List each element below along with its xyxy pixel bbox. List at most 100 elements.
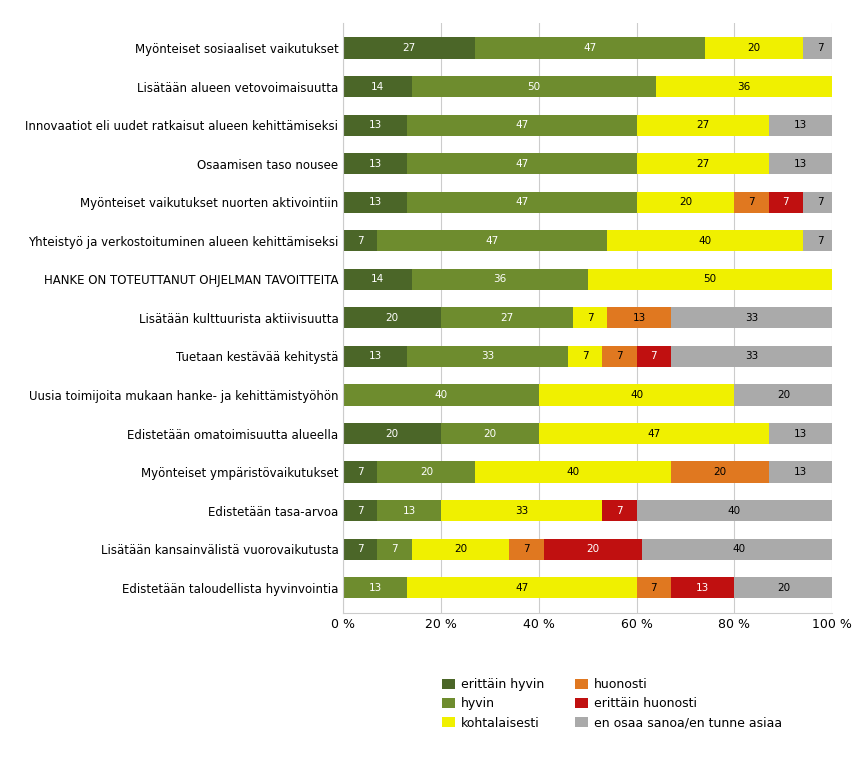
Bar (637, 345, 671, 367)
Text: 40: 40 (566, 467, 580, 477)
Text: 20: 20 (776, 390, 790, 400)
Bar (343, 345, 407, 367)
Bar (769, 423, 832, 444)
Text: 33: 33 (515, 506, 529, 516)
Bar (378, 231, 607, 251)
Bar (637, 500, 832, 521)
Bar (343, 538, 378, 560)
Bar (803, 231, 837, 251)
Text: 7: 7 (748, 197, 755, 208)
Bar (343, 76, 412, 97)
Bar (637, 577, 671, 598)
Text: 50: 50 (528, 82, 541, 92)
Text: 13: 13 (696, 583, 710, 593)
Text: 47: 47 (515, 583, 529, 593)
Text: 7: 7 (391, 544, 398, 554)
Text: 7: 7 (782, 197, 789, 208)
Bar (441, 423, 539, 444)
Bar (441, 500, 602, 521)
Text: 13: 13 (368, 120, 382, 130)
Bar (602, 345, 637, 367)
Text: 27: 27 (402, 43, 416, 53)
Text: 7: 7 (650, 352, 657, 362)
Text: 20: 20 (420, 467, 433, 477)
Bar (803, 38, 837, 59)
Bar (378, 461, 475, 483)
Bar (769, 192, 803, 213)
Text: 20: 20 (713, 467, 727, 477)
Text: 40: 40 (434, 390, 448, 400)
Bar (803, 192, 837, 213)
Bar (671, 577, 734, 598)
Text: 7: 7 (523, 544, 530, 554)
Text: 36: 36 (738, 82, 751, 92)
Text: 14: 14 (371, 274, 384, 284)
Text: 14: 14 (371, 82, 384, 92)
Text: 47: 47 (515, 120, 529, 130)
Bar (475, 461, 671, 483)
Bar (607, 307, 671, 329)
Bar (656, 76, 832, 97)
Text: 40: 40 (733, 544, 746, 554)
Bar (588, 269, 832, 290)
Text: 20: 20 (385, 428, 399, 439)
Text: 7: 7 (817, 43, 824, 53)
Text: 20: 20 (483, 428, 497, 439)
Text: 13: 13 (368, 352, 382, 362)
Bar (637, 153, 769, 175)
Text: 13: 13 (402, 506, 416, 516)
Text: 13: 13 (632, 313, 646, 323)
Text: 7: 7 (357, 544, 364, 554)
Text: 40: 40 (698, 236, 711, 246)
Text: 47: 47 (486, 236, 499, 246)
Text: 13: 13 (794, 467, 807, 477)
Text: 13: 13 (794, 428, 807, 439)
Bar (671, 307, 832, 329)
Text: 13: 13 (794, 159, 807, 169)
Bar (407, 153, 637, 175)
Text: 27: 27 (500, 313, 514, 323)
Bar (769, 153, 832, 175)
Bar (343, 423, 441, 444)
Bar (343, 500, 378, 521)
Text: 7: 7 (650, 583, 657, 593)
Text: 20: 20 (586, 544, 599, 554)
Text: 20: 20 (454, 544, 467, 554)
Text: 40: 40 (728, 506, 741, 516)
Bar (378, 500, 441, 521)
Text: 33: 33 (480, 352, 494, 362)
Text: 47: 47 (515, 159, 529, 169)
Bar (637, 115, 769, 136)
Bar (568, 345, 602, 367)
Text: 7: 7 (582, 352, 589, 362)
Bar (734, 192, 769, 213)
Bar (412, 538, 510, 560)
Text: 33: 33 (745, 313, 758, 323)
Text: 7: 7 (817, 197, 824, 208)
Bar (343, 461, 378, 483)
Text: 47: 47 (647, 428, 661, 439)
Bar (769, 115, 832, 136)
Bar (378, 538, 412, 560)
Text: 7: 7 (616, 506, 623, 516)
Bar (475, 38, 705, 59)
Bar (539, 423, 769, 444)
Bar (343, 231, 378, 251)
Bar (343, 115, 407, 136)
Bar (343, 307, 441, 329)
Bar (407, 192, 637, 213)
Bar (671, 461, 769, 483)
Bar (705, 38, 803, 59)
Bar (343, 577, 407, 598)
Text: 13: 13 (368, 583, 382, 593)
Text: 7: 7 (587, 313, 594, 323)
Bar (343, 192, 407, 213)
Bar (441, 307, 573, 329)
Bar (734, 577, 832, 598)
Bar (407, 115, 637, 136)
Text: 13: 13 (794, 120, 807, 130)
Bar (602, 500, 637, 521)
Text: 20: 20 (747, 43, 760, 53)
Text: 13: 13 (368, 159, 382, 169)
Legend: erittäin hyvin, hyvin, kohtalaisesti, huonosti, erittäin huonosti, en osaa sanoa: erittäin hyvin, hyvin, kohtalaisesti, hu… (442, 678, 782, 729)
